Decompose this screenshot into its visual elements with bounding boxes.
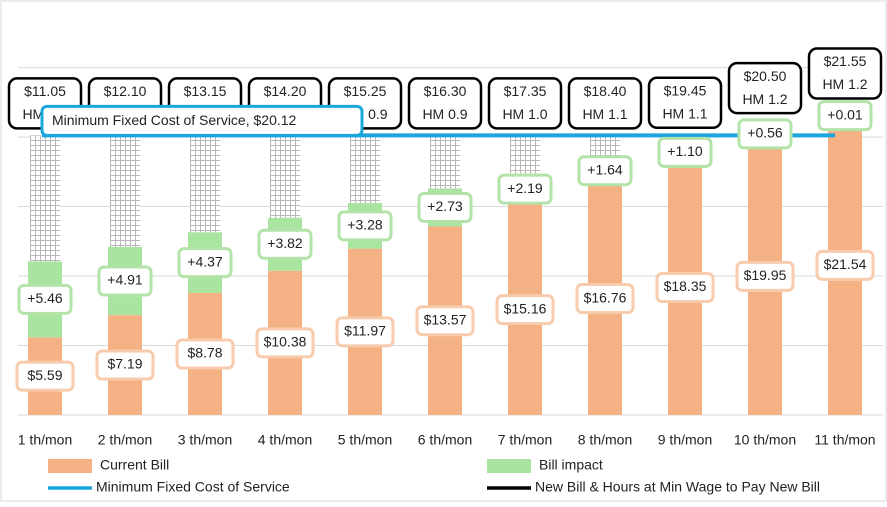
legend-label: Bill impact bbox=[539, 457, 603, 473]
label-box bbox=[577, 155, 633, 187]
data-label: $18.40 bbox=[584, 83, 627, 99]
data-label: $16.76 bbox=[584, 289, 627, 305]
x-tick-label: 4 th/mon bbox=[258, 432, 312, 448]
data-label: +3.28 bbox=[347, 217, 383, 233]
data-label: $11.05 bbox=[24, 83, 66, 99]
data-label: $17.35 bbox=[504, 83, 547, 99]
gap-hatch bbox=[350, 135, 380, 204]
new-bill-callout bbox=[487, 77, 563, 130]
data-label: $15.25 bbox=[344, 83, 387, 99]
data-label: $16.30 bbox=[424, 83, 467, 99]
data-label: $5.59 bbox=[27, 367, 62, 383]
label-box bbox=[497, 173, 553, 205]
new-bill-callout bbox=[727, 61, 803, 115]
x-tick-label: 6 th/mon bbox=[418, 432, 472, 448]
label-box bbox=[255, 327, 315, 359]
label-box bbox=[817, 100, 873, 132]
x-tick-label: 10 th/mon bbox=[734, 432, 796, 448]
label-box bbox=[737, 118, 793, 150]
x-tick-label: 9 th/mon bbox=[658, 432, 712, 448]
new-bill-callout bbox=[807, 47, 883, 100]
gap-hatch bbox=[510, 135, 540, 174]
reference-label-box bbox=[40, 104, 364, 137]
legend-label: Minimum Fixed Cost of Service bbox=[96, 479, 290, 495]
data-label: +4.91 bbox=[107, 272, 143, 288]
label-box bbox=[177, 247, 233, 279]
gap-hatch bbox=[110, 135, 140, 247]
data-label: HM 1.1 bbox=[662, 105, 707, 121]
data-label: $11.97 bbox=[344, 323, 386, 339]
new-bill-callout bbox=[647, 76, 723, 129]
data-label: +3.82 bbox=[267, 235, 303, 251]
x-tick-label: 11 th/mon bbox=[814, 432, 875, 448]
x-tick-label: 3 th/mon bbox=[178, 432, 232, 448]
data-label: +4.37 bbox=[187, 253, 223, 269]
label-box bbox=[95, 349, 155, 381]
data-label: +2.73 bbox=[427, 198, 463, 214]
label-box bbox=[735, 260, 795, 292]
x-tick-label: 5 th/mon bbox=[338, 432, 392, 448]
label-box bbox=[335, 316, 395, 348]
data-label: HM 1.0 bbox=[502, 106, 547, 122]
label-box bbox=[15, 360, 75, 392]
reference-label: Minimum Fixed Cost of Service, $20.12 bbox=[52, 112, 297, 128]
data-label: $21.55 bbox=[824, 53, 867, 69]
legend-swatch bbox=[487, 459, 531, 473]
data-label: +0.56 bbox=[747, 125, 783, 141]
x-tick-label: 1 th/mon bbox=[18, 432, 72, 448]
label-box bbox=[17, 283, 73, 315]
data-label: +1.64 bbox=[587, 161, 623, 177]
label-box bbox=[657, 136, 713, 168]
new-bill-callout bbox=[407, 77, 483, 130]
gap-hatch bbox=[590, 135, 620, 160]
legend-label: New Bill & Hours at Min Wage to Pay New … bbox=[535, 479, 820, 495]
data-label: $7.19 bbox=[107, 356, 142, 372]
data-label: $15.16 bbox=[504, 300, 547, 316]
label-box bbox=[495, 294, 555, 326]
legend-swatch bbox=[48, 459, 92, 473]
data-label: $13.57 bbox=[424, 311, 467, 327]
label-box bbox=[175, 338, 235, 370]
label-box bbox=[575, 283, 635, 315]
gap-hatch bbox=[270, 135, 300, 218]
data-label: HM 1.2 bbox=[822, 76, 867, 92]
x-tick-label: 7 th/mon bbox=[498, 432, 552, 448]
gap-hatch bbox=[430, 135, 460, 189]
data-label: $13.15 bbox=[184, 83, 227, 99]
data-label: +5.46 bbox=[27, 290, 63, 306]
new-bill-callout bbox=[567, 77, 643, 130]
data-label: $10.38 bbox=[264, 334, 307, 350]
x-tick-label: 2 th/mon bbox=[98, 432, 152, 448]
label-box bbox=[97, 265, 153, 297]
data-label: HM 1.2 bbox=[742, 91, 787, 107]
data-label: +0.01 bbox=[827, 106, 863, 122]
data-label: $19.45 bbox=[664, 82, 707, 98]
data-label: $8.78 bbox=[187, 345, 222, 361]
data-label: HM 0.9 bbox=[422, 106, 467, 122]
label-box bbox=[655, 271, 715, 303]
label-box bbox=[257, 228, 313, 260]
label-box bbox=[815, 249, 875, 281]
data-label: +1.10 bbox=[667, 143, 703, 159]
legend-label: Current Bill bbox=[100, 457, 169, 473]
data-label: $19.95 bbox=[744, 267, 787, 283]
label-box bbox=[337, 210, 393, 242]
data-label: $12.10 bbox=[104, 83, 147, 99]
label-box bbox=[417, 191, 473, 223]
data-label: +2.19 bbox=[507, 180, 543, 196]
data-label: $21.54 bbox=[824, 256, 867, 272]
data-label: HM 1.1 bbox=[582, 106, 627, 122]
data-label: $18.35 bbox=[664, 278, 707, 294]
label-box bbox=[415, 305, 475, 337]
data-label: $20.50 bbox=[744, 68, 787, 84]
data-label: $14.20 bbox=[264, 83, 307, 99]
x-tick-label: 8 th/mon bbox=[578, 432, 632, 448]
gap-hatch bbox=[190, 135, 220, 233]
gap-hatch bbox=[30, 135, 60, 262]
